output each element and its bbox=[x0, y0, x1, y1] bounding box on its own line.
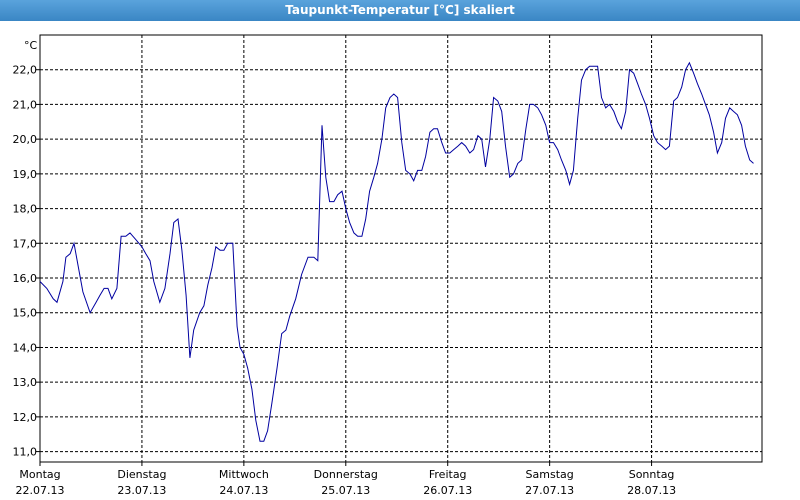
y-tick-label: 16,0 bbox=[13, 272, 38, 285]
title-bar: Taupunkt-Temperatur [°C] skaliert bbox=[0, 0, 800, 21]
x-tick-label: Samstag bbox=[526, 468, 574, 481]
y-tick-label: 13,0 bbox=[13, 376, 38, 389]
x-tick-date: 28.07.13 bbox=[627, 484, 676, 497]
x-tick-date: 26.07.13 bbox=[423, 484, 472, 497]
x-tick-date: 23.07.13 bbox=[117, 484, 166, 497]
x-tick-date: 25.07.13 bbox=[321, 484, 370, 497]
y-tick-label: 21,0 bbox=[13, 98, 38, 111]
y-tick-label: 19,0 bbox=[13, 168, 38, 181]
x-tick-date: 22.07.13 bbox=[16, 484, 65, 497]
x-tick-date: 24.07.13 bbox=[219, 484, 268, 497]
x-tick-label: Donnerstag bbox=[314, 468, 378, 481]
plot-border bbox=[39, 34, 763, 463]
y-tick-label: 18,0 bbox=[13, 203, 38, 216]
x-tick-label: Sonntag bbox=[629, 468, 675, 481]
y-tick-label: 15,0 bbox=[13, 307, 38, 320]
y-axis-label: °C bbox=[24, 39, 38, 52]
y-tick-label: 22,0 bbox=[13, 64, 38, 77]
x-tick-label: Montag bbox=[19, 468, 60, 481]
y-tick-label: 11,0 bbox=[13, 446, 38, 459]
y-tick-label: 20,0 bbox=[13, 133, 38, 146]
x-tick-label: Freitag bbox=[429, 468, 467, 481]
data-line bbox=[39, 61, 754, 442]
x-tick-date: 27.07.13 bbox=[525, 484, 574, 497]
x-tick-label: Mittwoch bbox=[219, 468, 269, 481]
y-tick-label: 17,0 bbox=[13, 237, 38, 250]
x-tick-label: Dienstag bbox=[117, 468, 166, 481]
y-tick-label: 12,0 bbox=[13, 411, 38, 424]
y-tick-label: 14,0 bbox=[13, 341, 38, 354]
